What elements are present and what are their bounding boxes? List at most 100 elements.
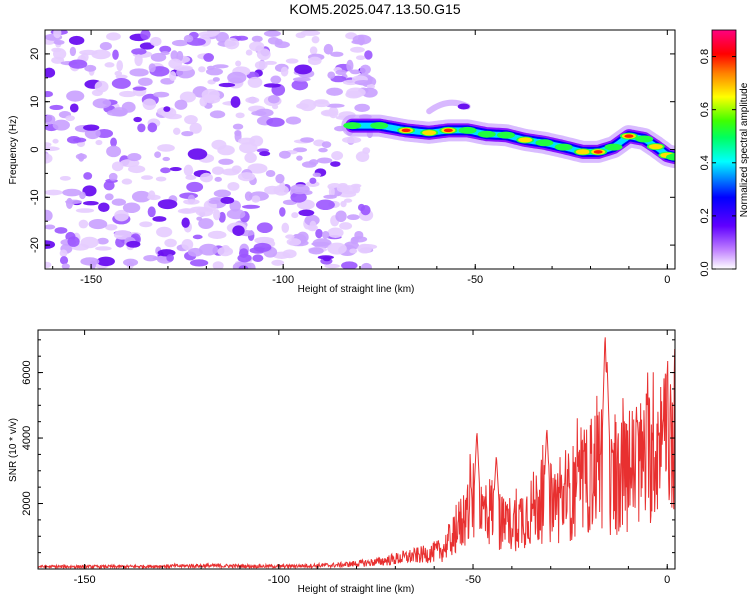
spectrogram-noise-blob (245, 97, 260, 104)
spectrogram-noise-blob (139, 221, 153, 228)
spectrogram-noise-blob (160, 167, 171, 174)
spectrogram-noise-blob (198, 218, 214, 229)
spectrogram-noise-blob (207, 230, 227, 239)
spectrogram-noise-blob (254, 60, 268, 70)
spectrogram-noise-blob (166, 254, 174, 262)
spectrogram-noise-blob (327, 242, 347, 255)
spectrogram-noise-blob (265, 169, 276, 178)
spectrogram-noise-blob (279, 181, 286, 193)
spectrogram-noise-blob (354, 230, 364, 240)
spectrogram-noise-blob (98, 202, 110, 212)
spectrogram-noise-blob (341, 261, 358, 269)
spectrogram-noise-blob (212, 261, 224, 269)
spectrogram-noise-blob (181, 238, 194, 251)
spectrogram-noise-blob (112, 49, 119, 60)
spectrogram-noise-blob (45, 67, 56, 78)
spectrogram-noise-blob (189, 206, 209, 213)
spectrogram-track-point (604, 143, 623, 151)
colorbar-gradient (711, 29, 737, 270)
spectrogram-noise-blob (82, 201, 99, 206)
spectrogram-noise-blob (280, 66, 289, 77)
spectrogram-noise-blob (321, 141, 332, 149)
spectrogram-noise-blob (45, 91, 54, 98)
spectrogram-noise-blob (350, 46, 365, 53)
spectrogram-noise-blob (127, 153, 142, 162)
spectrogram-noise-blob (180, 208, 192, 214)
spectrogram-noise-blob (320, 109, 338, 117)
spectrogram-noise-blob (335, 210, 347, 223)
snr-panel: -150 -100 -50 0 2000 4000 6000 Height of stra… (8, 329, 676, 595)
spectrogram-noise-blob (279, 207, 286, 217)
spectrogram-track-point (343, 122, 362, 130)
spectrogram-noise-blob (114, 70, 123, 77)
spectrogram-noise-blob (181, 130, 194, 137)
spectrogram-noise-blob (328, 186, 335, 198)
spectrogram-noise-blob (330, 75, 347, 83)
spectrogram-noise-blob (45, 146, 60, 152)
snr-series-line (38, 337, 675, 569)
spectrogram-noise-blob (45, 224, 56, 230)
spectrogram-noise-blob (69, 46, 77, 57)
spectrogram-noise-blob (148, 190, 156, 200)
spectrogram-noise-blob (113, 230, 132, 240)
spectrogram-noise-blob (150, 52, 167, 62)
spectrogram-noise-blob (154, 151, 162, 159)
spectrogram-track-peak-core (593, 150, 603, 154)
spectrogram-noise-blob (114, 209, 129, 222)
spectrogram-noise-blob (155, 176, 167, 182)
spectrogram-noise-blob (227, 71, 247, 84)
spectrogram-noise-blob (132, 86, 147, 91)
spectrogram-noise-blob (45, 114, 56, 125)
spectrogram-noise-blob (189, 259, 209, 267)
spectrogram-noise-blob (78, 219, 89, 229)
spectrogram-noise-blob (75, 208, 95, 213)
spectrogram-noise-blob (286, 238, 302, 246)
spectrogram-noise-blob (340, 200, 347, 208)
colorbar-tick-label: 0.4 (699, 155, 711, 170)
spectrogram-noise-blob (174, 99, 188, 110)
spectrogram-noise-blob (198, 31, 218, 38)
spectrogram-noise-blob (163, 106, 171, 112)
spectrogram-noise-blob (282, 249, 297, 259)
spectrogram-noise-blob (96, 237, 109, 245)
spectrogram-noise-blob (238, 265, 249, 269)
spectrogram-noise-blob (45, 240, 56, 249)
spectrogram-noise-blob (235, 112, 245, 119)
spectrogram-noise-blob (116, 60, 124, 72)
spectrogram-noise-blob (82, 185, 97, 197)
spectrogram-noise-blob (66, 90, 85, 102)
spectrogram-noise-blob (49, 104, 64, 111)
spectrogram-noise-blob (361, 87, 378, 98)
spectrogram-noise-blob (157, 199, 178, 210)
spectrogram-noise-blob (53, 39, 65, 45)
spectrogram-noise-blob (217, 246, 234, 257)
spectrogram-noise-blob (140, 30, 151, 40)
spectrogram-noise-blob (309, 177, 317, 184)
spectrogram-noise-blob (290, 192, 307, 203)
spectrogram-noise-blob (51, 47, 62, 53)
spectrogram-noise-blob (95, 246, 112, 251)
spectrogram-noise-blob (122, 202, 141, 214)
spectrogram-track-peak (422, 130, 437, 136)
spectrogram-noise-blob (278, 150, 291, 159)
spectrogram-noise-blob (121, 178, 133, 185)
spectrogram-noise-blob (227, 182, 240, 191)
colorbar-tick-label: 0.2 (699, 208, 711, 223)
spectrogram-noise-blob (80, 236, 99, 249)
spectrogram-noise-blob (291, 79, 309, 91)
spectrogram-noise-blob (201, 88, 220, 101)
spectrogram-noise-blob (364, 50, 373, 60)
spectrogram-noise-blob (266, 117, 285, 127)
spectrogram-noise-blob (220, 196, 235, 204)
snr-y-tick-label: 4000 (21, 426, 33, 450)
spectrogram-noise-blob (45, 261, 52, 269)
spectrogram-noise-blob (192, 234, 203, 240)
spectrogram-noise-blob (316, 157, 333, 164)
spectrogram-noise-blob (226, 208, 246, 220)
spectrogram-noise-blob (346, 214, 360, 221)
snr-y-ticks: 2000 4000 6000 (21, 339, 675, 554)
spectrogram-noise-blob (237, 172, 256, 182)
spectrogram-noise-blob (224, 38, 240, 50)
spectrogram-noise-blob (176, 50, 184, 62)
figure-title: KOM5.2025.047.13.50.G15 (289, 1, 460, 17)
